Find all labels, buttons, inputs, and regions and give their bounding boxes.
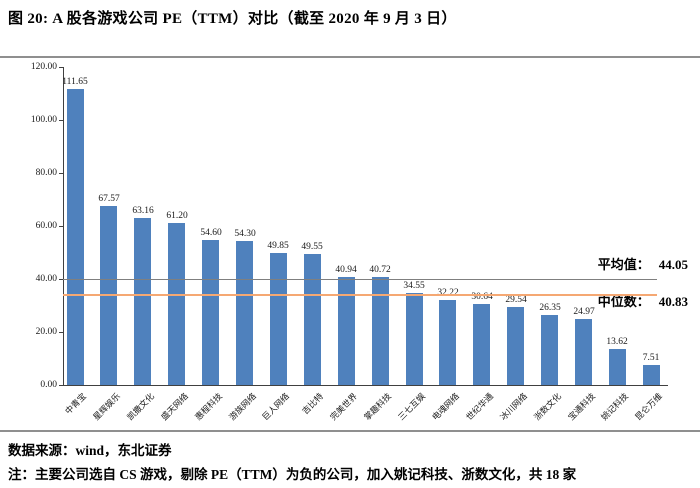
- bar-完美世界: [338, 277, 355, 385]
- top-divider: [0, 56, 700, 58]
- bar-value-label: 67.57: [98, 194, 120, 204]
- bar-value-label: 49.55: [301, 242, 323, 252]
- bar-value-label: 49.85: [267, 241, 289, 251]
- y-axis-tick-label: 80.00: [35, 168, 57, 178]
- average-annotation: 平均值： 44.05: [598, 254, 688, 273]
- bar-三七互娱: [406, 293, 423, 385]
- data-source-text: 数据来源：wind，东北证券: [8, 443, 172, 458]
- bar-value-label: 32.22: [437, 288, 459, 298]
- bar-value-label: 111.65: [62, 77, 88, 87]
- bar-宝通科技: [575, 319, 592, 385]
- y-axis-tick: [59, 332, 63, 333]
- bar-凯撒文化: [134, 218, 151, 385]
- median-line: [63, 294, 657, 296]
- average-label: 平均值：: [597, 257, 650, 272]
- y-axis-tick: [59, 173, 63, 174]
- y-axis-tick-label: 120.00: [30, 62, 57, 72]
- bar-value-label: 7.51: [642, 353, 660, 363]
- y-axis-tick: [59, 67, 63, 68]
- median-label: 中位数：: [597, 294, 650, 309]
- median-annotation: 中位数： 40.83: [598, 291, 688, 310]
- bar-value-label: 54.30: [234, 229, 256, 239]
- bar-value-label: 63.16: [132, 206, 154, 216]
- y-axis-tick: [59, 279, 63, 280]
- y-axis-tick-label: 40.00: [35, 274, 57, 284]
- bar-value-label: 54.60: [200, 228, 222, 238]
- figure-title: 图 20: A 股各游戏公司 PE（TTM）对比（截至 2020 年 9 月 3…: [8, 11, 457, 27]
- bar-冰川网络: [507, 307, 524, 385]
- y-axis-tick-label: 60.00: [35, 221, 57, 231]
- bar-游族网络: [236, 241, 253, 385]
- average-line: [63, 279, 657, 280]
- x-axis: [63, 385, 668, 386]
- bar-value-label: 40.94: [335, 265, 357, 275]
- bar-value-label: 30.64: [471, 292, 493, 302]
- bar-中青宝: [67, 89, 84, 385]
- y-axis-tick-label: 0.00: [40, 380, 57, 390]
- figure-note-text: 注：主要公司选自 CS 游戏，剔除 PE（TTM）为负的公司，加入姚记科技、浙数…: [8, 467, 577, 482]
- bar-掌趣科技: [372, 277, 389, 385]
- pe-bar-chart: 平均值： 44.05 中位数： 40.83 0.00 20.00 40.00 60.00 8…: [0, 58, 700, 430]
- bar-浙数文化: [541, 315, 558, 385]
- bar-电魂网络: [439, 300, 456, 385]
- y-axis-tick-label: 20.00: [35, 327, 57, 337]
- bar-昆仑万维: [643, 365, 660, 385]
- bar-value-label: 29.54: [505, 295, 527, 305]
- bar-吉比特: [304, 254, 321, 385]
- median-value: 40.83: [658, 294, 688, 309]
- bar-世纪华通: [473, 304, 490, 385]
- bar-value-label: 13.62: [606, 337, 628, 347]
- bar-value-label: 24.97: [573, 307, 595, 317]
- bar-value-label: 34.55: [403, 281, 425, 291]
- y-axis-tick: [59, 385, 63, 386]
- y-axis-tick: [59, 120, 63, 121]
- bar-value-label: 26.35: [539, 303, 561, 313]
- y-axis: [63, 67, 64, 385]
- y-axis-tick: [59, 226, 63, 227]
- bar-value-label: 61.20: [166, 211, 188, 221]
- average-value: 44.05: [658, 257, 688, 272]
- bar-姚记科技: [609, 349, 626, 385]
- y-axis-tick-label: 100.00: [30, 115, 57, 125]
- bottom-divider: [0, 430, 700, 432]
- bar-巨人网络: [270, 253, 287, 385]
- bar-盛天网络: [168, 223, 185, 385]
- bar-value-label: 40.72: [369, 265, 391, 275]
- bar-惠程科技: [202, 240, 219, 385]
